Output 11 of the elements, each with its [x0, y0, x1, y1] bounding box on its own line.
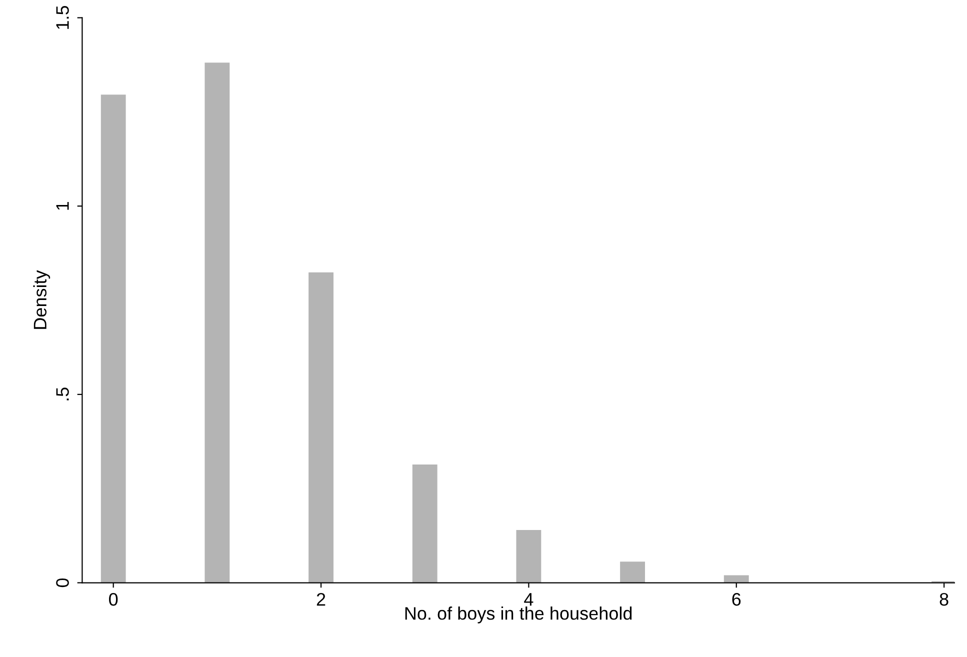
y-tick-label: 1 [56, 202, 69, 210]
x-tick-label: 0 [109, 592, 118, 606]
x-tick-label: 6 [732, 592, 741, 606]
x-tick-label: 2 [316, 592, 326, 606]
y-tick-label: 1.5 [56, 6, 69, 29]
x-axis-title: No. of boys in the household [405, 606, 632, 624]
y-tick-label: 0 [56, 578, 69, 588]
y-tick-label: .5 [56, 388, 69, 400]
x-tick-label: 4 [524, 593, 534, 606]
x-tick-label: 8 [940, 592, 948, 606]
y-axis-title: Density [33, 270, 50, 329]
